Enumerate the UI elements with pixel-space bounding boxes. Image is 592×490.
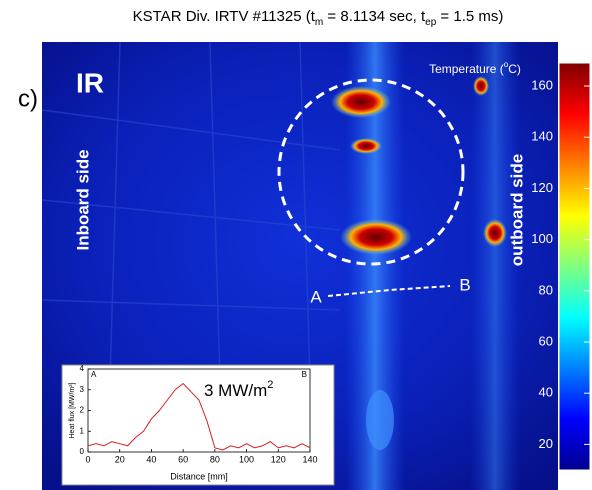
colorbar-tick-label: 140 [531,129,553,144]
inset-chart: 0 20 40 60 80 100 120 140 0 1 2 3 4 Distance [mm] Heat… [61,364,335,486]
heat-flux-line [87,382,311,451]
y-tick-label: 3 [80,385,85,394]
corner-a: A [91,370,97,379]
title-sub: ep [425,17,437,28]
y-tick-label: 0 [80,447,85,456]
title-part: = 1.5 ms) [436,8,503,25]
x-tick-label: 20 [115,454,125,464]
x-tick-label: 60 [178,454,188,464]
panel-label: c) [18,85,38,112]
colorbar-tick-label: 60 [539,333,553,348]
colorbar-tick-label: 120 [531,180,553,195]
colorbar-label-part: C) [508,62,521,76]
x-tick-label: 80 [210,454,220,464]
x-tick-label: 0 [85,454,90,464]
colorbar-ticks: 20 40 60 80 100 120 140 160 [531,77,590,451]
corner-b: B [302,370,307,379]
point-b: B [459,275,470,294]
annotation: 3 MW/m2 [204,379,273,401]
colorbar [558,62,591,471]
annotation-part: 3 MW/m [204,381,267,400]
mode-label: IR [76,67,104,98]
annotation-sup: 2 [267,379,273,391]
colorbar-tick-label: 40 [539,385,553,400]
title-part: KSTAR Div. IRTV #11325 (t [133,8,316,25]
title: KSTAR Div. IRTV #11325 (tm = 8.1134 sec,… [133,8,504,28]
x-tick-label: 120 [271,454,286,464]
colorbar-tick-label: 20 [539,436,553,451]
x-tick-label: 100 [239,454,254,464]
inboard-label: Inboard side [73,149,92,250]
colorbar-label: Temperature (oC) [429,60,521,76]
x-axis-label: Distance [mm] [170,471,228,481]
title-part: = 8.1134 sec, t [323,8,426,25]
colorbar-label-sup: o [504,60,509,69]
y-axis-label: Heat flux [MW/m²] [69,382,76,438]
title-sub: m [315,17,323,28]
outboard-label: outboard side [507,154,526,266]
colorbar-label-part: Temperature ( [429,62,504,76]
y-tick-label: 2 [80,406,85,415]
x-tick-label: 40 [146,454,156,464]
colorbar-tick-label: 160 [531,77,553,92]
point-a: A [310,287,322,306]
colorbar-tick-label: 100 [531,231,553,246]
y-tick-label: 1 [80,426,85,435]
x-tick-label: 140 [302,454,317,464]
colorbar-tick-label: 80 [539,282,553,297]
y-tick-label: 4 [80,364,85,373]
